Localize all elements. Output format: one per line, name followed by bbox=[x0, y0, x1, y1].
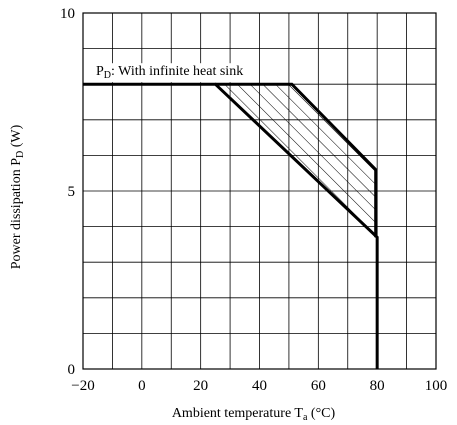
x-tick-label: 60 bbox=[311, 378, 326, 394]
x-axis-label: Ambient temperature Ta (°C) bbox=[172, 406, 336, 423]
annotation-label: PD: With infinite heat sink bbox=[96, 64, 243, 81]
x-tick-label: −20 bbox=[71, 378, 94, 394]
x-tick-label: 20 bbox=[193, 378, 208, 394]
series-line-1 bbox=[83, 82, 379, 369]
x-tick-label: 0 bbox=[138, 378, 146, 394]
y-tick-label: 10 bbox=[60, 6, 75, 22]
plot-frame bbox=[82, 12, 437, 370]
y-tick-labels: 0 5 10 bbox=[60, 6, 75, 378]
annotation-background bbox=[93, 63, 247, 83]
series-line-2 bbox=[215, 82, 378, 238]
y-axis-label: Power dissipation PD (W) bbox=[9, 124, 26, 269]
x-tick-label: 40 bbox=[252, 378, 267, 394]
series-lines bbox=[83, 82, 379, 369]
x-tick-label: 100 bbox=[425, 378, 448, 394]
y-tick-label: 5 bbox=[68, 184, 76, 200]
x-tick-labels: −20 0 20 40 60 80 100 bbox=[71, 378, 447, 394]
y-tick-label: 0 bbox=[68, 362, 76, 378]
x-tick-label: 80 bbox=[370, 378, 385, 394]
